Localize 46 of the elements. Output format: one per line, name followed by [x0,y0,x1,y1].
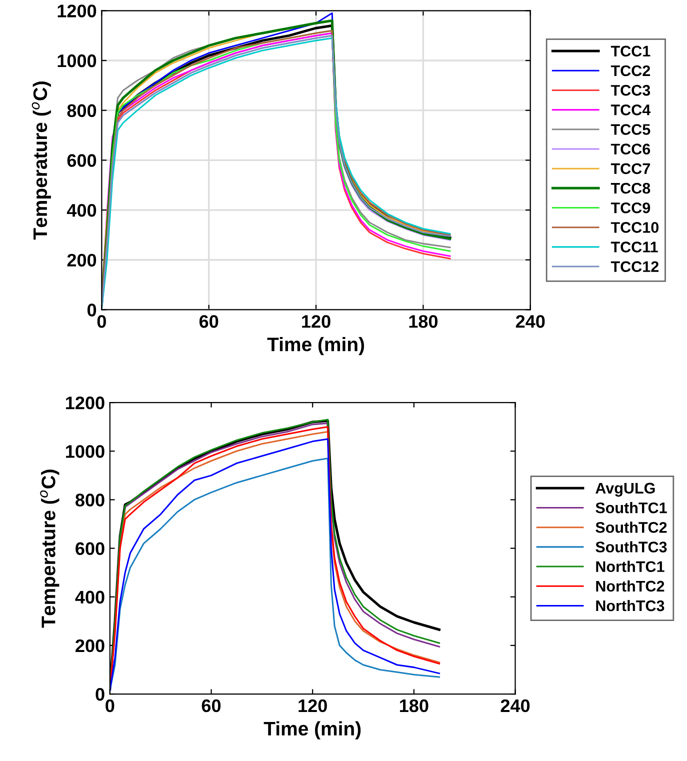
y-tick-label: 400 [66,204,96,217]
y-tick-label: 800 [76,494,104,506]
legend-label: TCC3 [610,84,650,96]
y-tick-label: 1200 [66,396,104,410]
legend-label: TCC5 [610,124,650,135]
x-tick-label: 0 [106,699,114,712]
y-tick-label: 600 [67,154,96,167]
legend-label: TCC12 [610,261,659,272]
y-tick-label: 1000 [66,445,104,458]
legend-label: TCC4 [610,104,651,116]
y-tick-label: 1200 [58,4,96,18]
legend-label: TCC9 [610,202,650,214]
legend-label: NorthTC1 [596,560,664,572]
legend-label: AvgULG [596,482,655,497]
y-tick-label: 1000 [58,54,96,68]
legend-label: TCC8 [610,182,650,194]
x-axis-title: Time (min) [267,336,364,356]
legend-label: NorthTC2 [596,580,664,592]
legend-label: NorthTC3 [596,600,664,612]
x-axis-title: Time (min) [264,721,361,740]
y-tick-label: 600 [76,542,104,556]
x-tick-label: 60 [199,315,218,328]
legend-label: SouthTC3 [596,541,667,552]
y-tick-label: 200 [76,639,104,652]
y-tick-label: 0 [87,304,96,316]
legend-label: TCC6 [610,144,650,154]
legend-label: SouthTC2 [596,522,667,533]
legend-label: TCC11 [610,242,658,252]
y-tick-label: 0 [96,688,104,701]
x-tick-label: 240 [500,699,530,712]
legend-label: TCC10 [610,222,659,233]
x-tick-label: 120 [302,315,330,328]
y-axis-title: Temperature ($^{o}$C) [40,470,60,628]
legend-label: TCC1 [610,46,650,57]
legend-label: TCC2 [610,65,650,76]
x-tick-label: 180 [400,699,428,712]
y-axis-title: Temperature ($^{o}$C) [32,82,51,240]
x-tick-label: 180 [409,315,438,328]
y-tick-label: 200 [67,254,96,267]
y-tick-label: 400 [75,590,104,604]
legend-label: TCC7 [610,163,650,174]
y-tick-label: 800 [67,104,96,118]
x-tick-label: 60 [202,699,221,712]
x-tick-label: 240 [516,315,545,328]
legend-label: SouthTC1 [596,502,667,514]
x-tick-label: 120 [298,699,327,712]
